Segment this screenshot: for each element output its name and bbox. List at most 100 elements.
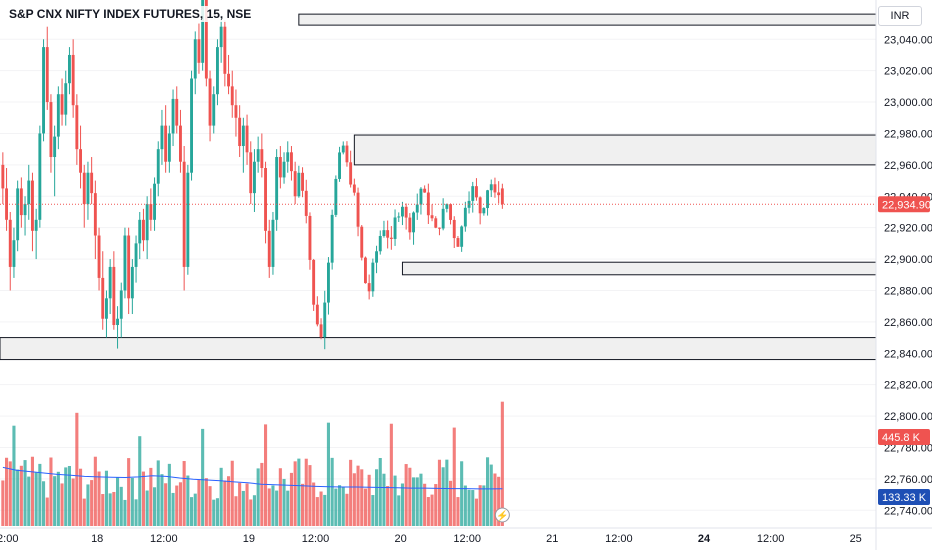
volume-bar xyxy=(497,476,501,526)
currency-button[interactable]: INR xyxy=(878,6,922,26)
candle-body xyxy=(438,227,441,229)
volume-bar xyxy=(323,494,327,526)
candle-body xyxy=(201,0,205,63)
volume-bar xyxy=(42,481,46,526)
volume-bar xyxy=(116,477,120,526)
time-tick-label: 21 xyxy=(546,533,558,545)
volume-bar xyxy=(141,471,145,526)
volume-bar xyxy=(186,475,190,526)
volume-bar xyxy=(463,485,467,526)
price-tick-label: 23,020.00 xyxy=(884,66,932,78)
volume-bar xyxy=(338,485,342,526)
volume-bar xyxy=(319,491,323,526)
volume-bar xyxy=(282,478,286,526)
time-tick-label: 12:00 xyxy=(150,533,178,545)
last-volume-badge-bg xyxy=(878,429,930,445)
candle-body xyxy=(190,78,193,173)
volume-bar xyxy=(386,486,390,526)
candle-body xyxy=(441,208,445,229)
volume-bar xyxy=(452,427,456,526)
volume-bar xyxy=(375,469,379,526)
supply-demand-zone xyxy=(401,261,877,276)
volume-bar xyxy=(500,401,504,526)
volume-bar xyxy=(53,476,57,526)
bolt-icon-glyph: ⚡ xyxy=(496,509,508,522)
candle-body xyxy=(227,73,230,87)
volume-bar xyxy=(393,475,397,526)
candle-body xyxy=(90,172,94,194)
volume-bar xyxy=(360,469,364,526)
candle-body xyxy=(364,257,367,284)
price-tick-label: 22,740.00 xyxy=(884,505,932,517)
volume-bar xyxy=(60,483,64,526)
volume-ma-line xyxy=(2,466,503,490)
candle-body xyxy=(271,219,275,267)
candle-body xyxy=(171,98,175,134)
volume-bar xyxy=(430,494,434,526)
volume-bar xyxy=(245,483,249,526)
volume-bar xyxy=(449,480,453,526)
supply-demand-zone xyxy=(298,13,877,26)
volume-bar xyxy=(345,493,349,526)
volume-bar xyxy=(182,461,186,526)
volume-bar xyxy=(82,498,86,526)
candle-body xyxy=(31,180,34,231)
candle-body xyxy=(493,184,497,193)
volume-bar xyxy=(56,471,60,526)
volume-bar xyxy=(408,467,412,526)
candle-body xyxy=(167,133,171,162)
candle-body xyxy=(297,172,301,197)
candle-body xyxy=(475,186,478,198)
price-tick-label: 22,860.00 xyxy=(884,317,932,329)
last-volume-badge: 445.8 K xyxy=(878,429,930,445)
symbol-legend[interactable]: S&P CNX NIFTY INDEX FUTURES, 15, NSE xyxy=(6,6,255,22)
volume-bar xyxy=(389,423,393,526)
candle-body xyxy=(467,200,471,208)
candle-body xyxy=(397,216,401,218)
candle-body xyxy=(375,251,378,263)
candle-body xyxy=(463,207,467,227)
volume-bar xyxy=(104,470,108,526)
candle-body xyxy=(23,204,27,216)
candle-body xyxy=(275,157,279,220)
candle-body xyxy=(315,304,319,325)
volume-ma-badge-bg xyxy=(878,489,930,505)
candle-body xyxy=(212,94,216,126)
price-tick-label: 22,800.00 xyxy=(884,411,932,423)
volume-bar xyxy=(252,495,256,526)
volume-bar xyxy=(90,480,94,526)
candle-body xyxy=(193,39,197,79)
candle-body xyxy=(42,47,45,134)
candle-body xyxy=(101,277,105,319)
price-tick-label: 23,000.00 xyxy=(884,97,932,109)
volume-bar xyxy=(293,461,297,526)
candle-body xyxy=(34,219,38,231)
volume-bar xyxy=(289,472,293,526)
candle-body xyxy=(304,190,308,216)
volume-bar xyxy=(12,425,16,526)
candle-body xyxy=(79,149,82,173)
candle-body xyxy=(497,192,501,196)
candle-body xyxy=(260,149,264,169)
candle-body xyxy=(301,172,304,191)
volume-bar xyxy=(149,467,153,526)
volume-bar xyxy=(341,486,345,526)
price-tick-label: 22,920.00 xyxy=(884,223,932,235)
price-tick-label: 22,980.00 xyxy=(884,128,932,140)
candle-body xyxy=(142,219,145,241)
last-price-badge-text: 22,934.90 xyxy=(882,199,931,211)
volume-bar xyxy=(134,499,138,526)
candle-body xyxy=(312,259,316,305)
candle-body xyxy=(160,125,164,150)
volume-bar xyxy=(441,467,445,526)
volume-bar xyxy=(367,474,371,526)
candle-body xyxy=(130,266,134,299)
last-price-badge: 22,934.90 xyxy=(878,196,931,213)
volume-bar xyxy=(486,457,490,526)
volume-bar xyxy=(38,463,42,526)
candle-body xyxy=(371,262,375,292)
volume-bar xyxy=(264,424,268,526)
volume-bar xyxy=(482,485,486,526)
